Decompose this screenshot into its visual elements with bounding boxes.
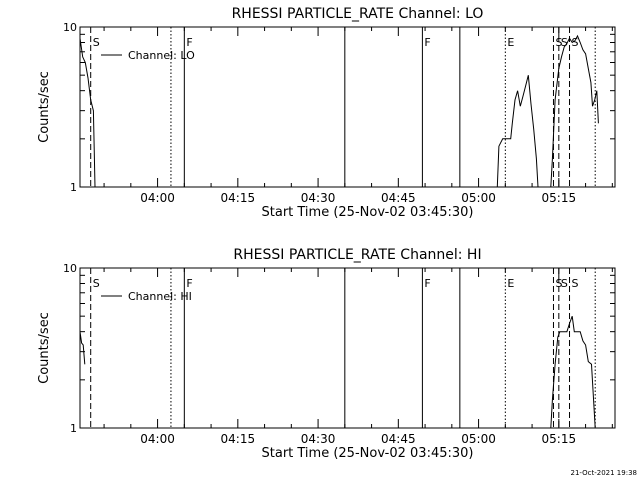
event-label: F <box>424 277 430 290</box>
y-axis-label: Counts/sec <box>37 71 52 143</box>
event-label: S <box>561 277 568 290</box>
event-label: F <box>424 36 430 49</box>
event-label: E <box>507 277 514 290</box>
footer-timestamp: 21-Oct-2021 19:38 <box>571 469 637 477</box>
x-tick-label: 05:15 <box>542 432 577 446</box>
event-label: S <box>561 36 568 49</box>
event-label: F <box>186 277 192 290</box>
legend-label: Channel: HI <box>128 290 192 303</box>
plot-frame <box>79 26 616 188</box>
event-label: S <box>572 36 579 49</box>
x-tick-label: 04:45 <box>381 432 416 446</box>
chart-title: RHESSI PARTICLE_RATE Channel: HI <box>233 247 481 263</box>
y-tick-label: 1 <box>70 422 77 435</box>
y-tick-label: 10 <box>63 262 77 275</box>
x-tick-label: 05:00 <box>461 432 496 446</box>
series-line <box>550 316 596 429</box>
series-line <box>496 75 539 188</box>
x-tick-label: 04:00 <box>140 432 175 446</box>
event-label: S <box>93 36 100 49</box>
x-tick-label: 04:15 <box>221 191 256 205</box>
plot-frame <box>79 267 616 429</box>
series-line <box>79 331 86 365</box>
x-tick-label: 04:30 <box>301 191 336 205</box>
event-label: F <box>186 36 192 49</box>
series-line <box>550 34 599 188</box>
x-tick-label: 04:15 <box>221 432 256 446</box>
x-tick-label: 04:30 <box>301 432 336 446</box>
event-label: S <box>555 36 562 49</box>
event-label: E <box>507 36 514 49</box>
chart-title: RHESSI PARTICLE_RATE Channel: LO <box>232 6 484 22</box>
event-label: S <box>555 277 562 290</box>
y-tick-label: 1 <box>70 181 77 194</box>
hi-channel-panel: RHESSI PARTICLE_RATE Channel: HI 1 10 04:00… <box>37 247 616 461</box>
x-tick-label: 05:00 <box>461 191 496 205</box>
x-tick-label: 05:15 <box>542 191 577 205</box>
legend-label: Channel: LO <box>128 49 195 62</box>
y-tick-label: 10 <box>63 21 77 34</box>
event-label: S <box>93 277 100 290</box>
series-line <box>79 38 96 188</box>
x-axis-label: Start Time (25-Nov-02 03:45:30) <box>262 446 474 461</box>
event-label: S <box>572 277 579 290</box>
x-tick-label: 04:00 <box>140 191 175 205</box>
x-axis-label: Start Time (25-Nov-02 03:45:30) <box>262 205 474 220</box>
lo-channel-panel: RHESSI PARTICLE_RATE Channel: LO 1 10 04:00… <box>37 6 616 220</box>
x-tick-label: 04:45 <box>381 191 416 205</box>
y-axis-label: Counts/sec <box>37 312 52 384</box>
